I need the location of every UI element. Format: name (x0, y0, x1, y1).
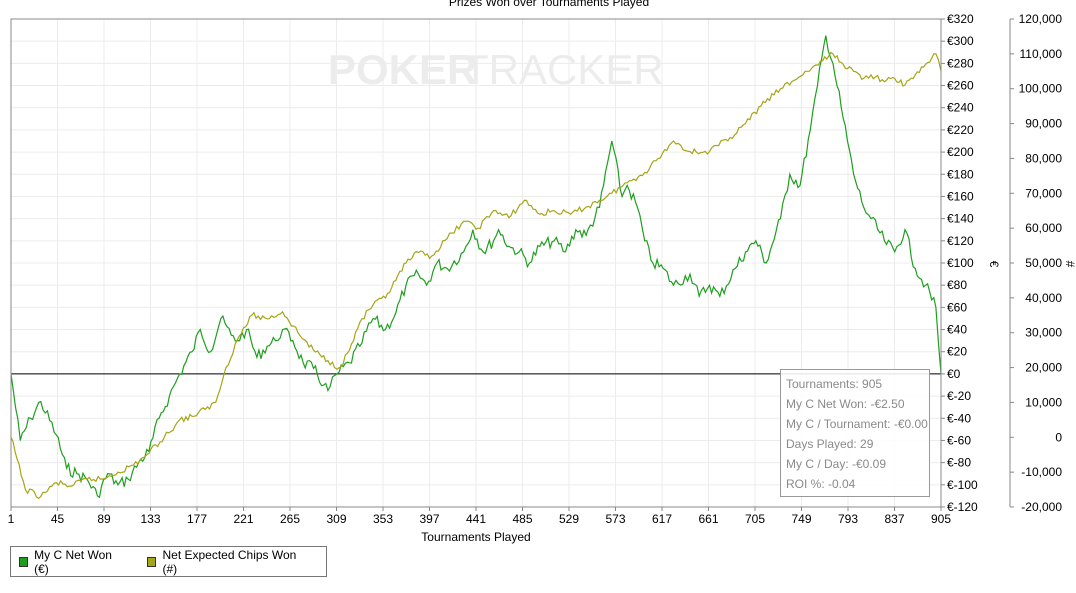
tooltip-line: My C Net Won: -€2.50 (786, 397, 905, 411)
watermark: POKER TRACKER (328, 46, 664, 93)
y-left-tick-label: €80 (947, 278, 967, 292)
y-left-tick-label: €220 (947, 123, 974, 137)
x-tick-label: 177 (187, 512, 207, 526)
series-line-expected-chips (10, 51, 942, 500)
y-right-tick-label: 50,000 (1025, 256, 1062, 270)
y-right-tick-label: 10,000 (1025, 395, 1062, 409)
axes: 1 45 89 133 177 221 265 309 353 397 441 485 529 573 61… (8, 12, 1063, 526)
x-tick-label: 661 (698, 512, 718, 526)
x-tick-label: 573 (605, 512, 625, 526)
legend-item-net-won[interactable]: My C Net Won (€) (19, 548, 119, 576)
legend-swatch-expected-chips (147, 556, 157, 567)
y-right-tick-label: -20,000 (1021, 500, 1062, 514)
y-left-tick-label: €60 (947, 300, 967, 314)
x-tick-label: 905 (931, 512, 951, 526)
tooltip-line: My C / Day: -€0.09 (786, 457, 887, 471)
x-axis-title: Tournaments Played (421, 530, 530, 544)
series-layer (10, 35, 942, 500)
y-left-tick-label: €280 (947, 56, 974, 70)
y-right-tick-label: 80,000 (1025, 151, 1062, 165)
y-right-tick-label: -10,000 (1021, 465, 1062, 479)
x-tick-label: 309 (326, 512, 346, 526)
x-tick-label: 45 (51, 512, 65, 526)
y-right-tick-label: 20,000 (1025, 361, 1062, 375)
y-left-tick-label: €320 (947, 12, 974, 26)
y-right-tick-label: 30,000 (1025, 326, 1062, 340)
y-left-tick-label: €-40 (947, 411, 971, 425)
x-tick-label: 529 (559, 512, 579, 526)
watermark-text-a: POKER (328, 46, 477, 93)
y-left-tick-label: €300 (947, 34, 974, 48)
chart-title: Prizes Won over Tournaments Played (449, 0, 649, 9)
legend: My C Net Won (€) Net Expected Chips Won … (10, 546, 327, 577)
x-tick-label: 617 (652, 512, 672, 526)
plot-border (10, 18, 942, 508)
y-right-tick-label: 100,000 (1019, 82, 1063, 96)
y-right-tick-label: 110,000 (1020, 47, 1063, 61)
x-tick-label: 793 (838, 512, 858, 526)
y-left-tick-label: €120 (947, 234, 974, 248)
x-tick-label: 1 (8, 512, 15, 526)
y-left-tick-label: €180 (947, 167, 974, 181)
watermark-text-b: TRACKER (463, 46, 664, 93)
y-right-tick-label: 0 (1055, 430, 1062, 444)
y-left-tick-label: €-120 (947, 500, 978, 514)
x-tick-label: 749 (791, 512, 811, 526)
legend-label-expected-chips: Net Expected Chips Won (#) (162, 547, 297, 576)
y-left-tick-label: €20 (947, 345, 967, 359)
y-right-tick-label: 90,000 (1025, 117, 1062, 131)
y-left-tick-label: €260 (947, 79, 974, 93)
y-left-tick-label: €200 (947, 145, 974, 159)
y-right-tick-label: 70,000 (1025, 186, 1062, 200)
series-line-net-won (10, 35, 942, 499)
tooltip-line: Days Played: 29 (786, 437, 874, 451)
y-left-tick-label: €160 (947, 189, 974, 203)
y-right-tick-label: 60,000 (1025, 221, 1062, 235)
y-right-tick-label: 120,000 (1019, 12, 1063, 26)
x-tick-label: 485 (512, 512, 532, 526)
x-tick-label: 705 (745, 512, 765, 526)
y-left-tick-label: €140 (947, 212, 974, 226)
y-left-tick-label: €100 (947, 256, 974, 270)
y-left-tick-label: €0 (947, 367, 961, 381)
y-right-tick-label: 40,000 (1025, 291, 1062, 305)
y-left-tick-label: €-20 (947, 389, 971, 403)
tooltip-line: Tournaments: 905 (786, 377, 883, 391)
x-tick-label: 837 (884, 512, 904, 526)
y-left-tick-label: €-60 (947, 433, 971, 447)
y-left-tick-label: €-100 (947, 478, 978, 492)
x-tick-label: 133 (140, 512, 160, 526)
tooltip-line: ROI %: -0.04 (786, 477, 856, 491)
y-left-axis-title: € (987, 261, 1001, 268)
tooltip-line: My C / Tournament: -€0.00 (786, 417, 928, 431)
legend-label-net-won: My C Net Won (€) (34, 547, 112, 576)
y-left-tick-label: €240 (947, 101, 974, 115)
x-tick-label: 397 (419, 512, 439, 526)
y-left-tick-label: €-80 (947, 456, 971, 470)
y-right-axis-title: # (1063, 261, 1076, 268)
x-tick-label: 89 (97, 512, 111, 526)
tooltip: Tournaments: 905 My C Net Won: -€2.50 My… (780, 369, 930, 497)
x-tick-label: 353 (373, 512, 393, 526)
x-tick-label: 221 (233, 512, 253, 526)
legend-swatch-net-won (19, 556, 29, 567)
legend-item-expected-chips[interactable]: Net Expected Chips Won (#) (147, 548, 298, 576)
y-left-tick-label: €40 (947, 323, 967, 337)
x-tick-label: 265 (280, 512, 300, 526)
x-tick-label: 441 (466, 512, 486, 526)
